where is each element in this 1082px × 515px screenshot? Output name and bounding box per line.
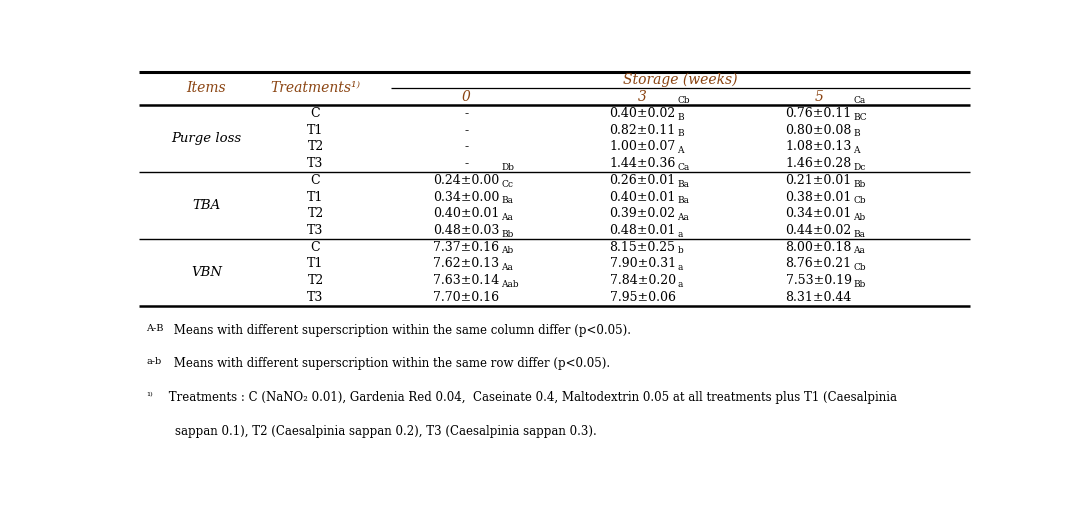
Text: 7.90±0.31: 7.90±0.31 (609, 258, 675, 270)
Text: -: - (464, 124, 469, 136)
Text: 0.26±0.01: 0.26±0.01 (609, 174, 675, 187)
Text: Aa: Aa (854, 246, 866, 255)
Text: Cc: Cc (501, 180, 513, 188)
Text: 0.48±0.03: 0.48±0.03 (433, 224, 500, 237)
Text: Means with different superscription within the same row differ (p<0.05).: Means with different superscription with… (170, 357, 610, 370)
Text: 0.40±0.01: 0.40±0.01 (433, 207, 500, 220)
Text: Ca: Ca (677, 163, 689, 172)
Text: 0.44±0.02: 0.44±0.02 (786, 224, 852, 237)
Text: T2: T2 (307, 207, 324, 220)
Text: C: C (311, 174, 320, 187)
Text: a: a (677, 230, 683, 239)
Text: C: C (311, 241, 320, 254)
Text: 8.31±0.44: 8.31±0.44 (786, 291, 852, 304)
Text: 0.34±0.01: 0.34±0.01 (786, 207, 852, 220)
Text: Cb: Cb (677, 96, 690, 105)
Text: Storage (weeks): Storage (weeks) (623, 73, 738, 87)
Text: 1.00±0.07: 1.00±0.07 (609, 141, 675, 153)
Text: T3: T3 (307, 157, 324, 170)
Text: T2: T2 (307, 141, 324, 153)
Text: 8.00±0.18: 8.00±0.18 (786, 241, 852, 254)
Text: Treatments¹⁾: Treatments¹⁾ (270, 81, 360, 95)
Text: Ab: Ab (501, 246, 514, 255)
Text: 1.08±0.13: 1.08±0.13 (786, 141, 852, 153)
Text: Ab: Ab (854, 213, 866, 222)
Text: T1: T1 (307, 191, 324, 203)
Text: Aa: Aa (501, 263, 513, 272)
Text: 7.53±0.19: 7.53±0.19 (786, 274, 852, 287)
Text: T3: T3 (307, 291, 324, 304)
Text: 8.15±0.25: 8.15±0.25 (609, 241, 675, 254)
Text: T1: T1 (307, 124, 324, 136)
Text: Ba: Ba (677, 180, 689, 188)
Text: 7.70±0.16: 7.70±0.16 (434, 291, 500, 304)
Text: Cb: Cb (854, 263, 866, 272)
Text: Items: Items (187, 81, 226, 95)
Text: C: C (311, 107, 320, 120)
Text: BC: BC (854, 113, 867, 122)
Text: a-b: a-b (146, 357, 161, 366)
Text: ¹⁾: ¹⁾ (146, 391, 153, 400)
Text: 0.40±0.01: 0.40±0.01 (609, 191, 676, 203)
Text: 0.38±0.01: 0.38±0.01 (786, 191, 852, 203)
Text: Ba: Ba (677, 196, 689, 205)
Text: 5: 5 (815, 90, 823, 104)
Text: Ca: Ca (854, 96, 866, 105)
Text: Aa: Aa (677, 213, 689, 222)
Text: A-B: A-B (146, 323, 163, 333)
Text: Ba: Ba (854, 230, 866, 239)
Text: 0.48±0.01: 0.48±0.01 (609, 224, 676, 237)
Text: 0.24±0.00: 0.24±0.00 (434, 174, 500, 187)
Text: B: B (677, 113, 684, 122)
Text: Db: Db (501, 163, 514, 172)
Text: 0.82±0.11: 0.82±0.11 (609, 124, 675, 136)
Text: 7.62±0.13: 7.62±0.13 (434, 258, 500, 270)
Text: B: B (677, 129, 684, 139)
Text: Dc: Dc (854, 163, 866, 172)
Text: 0.39±0.02: 0.39±0.02 (609, 207, 675, 220)
Text: Bb: Bb (854, 280, 866, 289)
Text: Means with different superscription within the same column differ (p<0.05).: Means with different superscription with… (170, 323, 631, 336)
Text: a: a (677, 263, 683, 272)
Text: Ba: Ba (501, 196, 513, 205)
Text: 7.84±0.20: 7.84±0.20 (609, 274, 675, 287)
Text: A: A (854, 146, 860, 155)
Text: 1.46±0.28: 1.46±0.28 (786, 157, 852, 170)
Text: Bb: Bb (501, 230, 514, 239)
Text: T1: T1 (307, 258, 324, 270)
Text: -: - (464, 107, 469, 120)
Text: Aa: Aa (501, 213, 513, 222)
Text: VBN: VBN (192, 266, 222, 279)
Text: Bb: Bb (854, 180, 866, 188)
Text: 7.95±0.06: 7.95±0.06 (609, 291, 675, 304)
Text: A: A (677, 146, 684, 155)
Text: T3: T3 (307, 224, 324, 237)
Text: 0: 0 (462, 90, 471, 104)
Text: 0.40±0.02: 0.40±0.02 (609, 107, 675, 120)
Text: 0.21±0.01: 0.21±0.01 (786, 174, 852, 187)
Text: 0.80±0.08: 0.80±0.08 (786, 124, 852, 136)
Text: T2: T2 (307, 274, 324, 287)
Text: -: - (464, 157, 469, 170)
Text: TBA: TBA (193, 199, 221, 212)
Text: Cb: Cb (854, 196, 867, 205)
Text: 1.44±0.36: 1.44±0.36 (609, 157, 676, 170)
Text: Aab: Aab (501, 280, 519, 289)
Text: sappan 0.1), T2 (Caesalpinia sappan 0.2), T3 (Caesalpinia sappan 0.3).: sappan 0.1), T2 (Caesalpinia sappan 0.2)… (174, 425, 596, 438)
Text: Treatments : C (NaNO₂ 0.01), Gardenia Red 0.04,  Caseinate 0.4, Maltodextrin 0.0: Treatments : C (NaNO₂ 0.01), Gardenia Re… (164, 391, 897, 404)
Text: b: b (677, 246, 683, 255)
Text: B: B (854, 129, 860, 139)
Text: 7.63±0.14: 7.63±0.14 (434, 274, 500, 287)
Text: 0.76±0.11: 0.76±0.11 (786, 107, 852, 120)
Text: 8.76±0.21: 8.76±0.21 (786, 258, 852, 270)
Text: Purge loss: Purge loss (171, 132, 241, 145)
Text: a: a (677, 280, 683, 289)
Text: 7.37±0.16: 7.37±0.16 (434, 241, 500, 254)
Text: 0.34±0.00: 0.34±0.00 (433, 191, 500, 203)
Text: 3: 3 (638, 90, 647, 104)
Text: -: - (464, 141, 469, 153)
